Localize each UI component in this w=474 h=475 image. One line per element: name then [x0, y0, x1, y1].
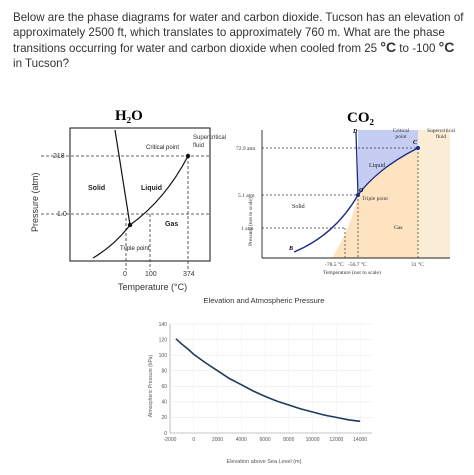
water-supercritical-label: Supercritical fluid — [193, 135, 227, 149]
chart-x-tick-label: 2000 — [212, 437, 223, 443]
co2-liquid-label: Liquid — [369, 163, 385, 169]
water-triple-point-label: Triple point — [120, 246, 150, 252]
co2-solid-liquid-line — [355, 131, 359, 196]
co2-triple-point-marker — [356, 193, 360, 197]
water-x-axis-label: Temperature (°C) — [118, 282, 187, 292]
co2-title: CO₂ — [347, 110, 375, 126]
co2-gas-label: Gas — [394, 225, 403, 231]
co2-point-c: C — [413, 140, 418, 146]
water-title: H₂O — [115, 108, 143, 124]
co2-critical-point-marker — [416, 146, 420, 150]
co2-point-d: D — [352, 129, 358, 135]
co2-point-b: B — [288, 246, 293, 252]
question-part3: in Tucson? — [13, 57, 70, 70]
co2-ytick-72: 72.9 atm — [236, 146, 256, 152]
co2-ytick-5: 5.1 atm — [238, 193, 255, 199]
water-xtick-0: 0 — [123, 271, 127, 278]
chart-y-tick-label: 60 — [161, 384, 167, 390]
chart-x-ticks: -2000 0 2000 4000 6000 8000 10000 12000 14000 — [164, 437, 368, 443]
water-xtick-374: 374 — [183, 271, 195, 278]
co2-point-o: O — [359, 188, 364, 194]
water-xtick-100: 100 — [145, 271, 157, 278]
water-liquid-label: Liquid — [141, 185, 162, 192]
question-part2: to -100 — [396, 42, 436, 55]
chart-x-tick-label: -2000 — [164, 437, 177, 443]
water-gas-label: Gas — [165, 221, 178, 228]
water-triple-point-marker — [127, 222, 133, 228]
co2-xtick-31: 31 °C — [411, 261, 424, 268]
chart-y-tick-label: 100 — [159, 353, 168, 359]
chart-x-tick-label: 14000 — [353, 437, 367, 443]
water-ytick-1: 1.0 — [57, 211, 67, 218]
chart-x-tick-label: 0 — [192, 437, 195, 443]
question-part1: Below are the phase diagrams for water a… — [13, 11, 464, 55]
chart-y-tick-label: 120 — [159, 337, 168, 343]
chart-title: Elevation and Atmospheric Pressure — [204, 296, 325, 305]
chart-y-tick-label: 0 — [164, 431, 167, 437]
water-critical-point-marker — [185, 153, 191, 159]
question-text: Below are the phase diagrams for water a… — [13, 10, 465, 71]
water-critical-point-label: Critical point — [146, 145, 179, 151]
chart-x-tick-label: 4000 — [236, 437, 247, 443]
co2-supercritical-label: Supercritical fluid — [426, 128, 456, 140]
chart-x-tick-label: 6000 — [259, 437, 270, 443]
co2-y-axis-label: Pressure (not to scale) — [247, 197, 254, 246]
co2-solid-label: Solid — [292, 204, 305, 210]
chart-y-tick-label: 140 — [159, 322, 168, 328]
co2-liquid-gas-line — [357, 147, 419, 196]
co2-solid-gas-line — [293, 194, 359, 253]
water-liquid-gas-line — [129, 155, 189, 226]
co2-x-axis-label: Temperature (not to scale) — [323, 269, 381, 276]
chart-y-tick-label: 80 — [161, 369, 167, 375]
co2-supercritical-region — [418, 130, 450, 258]
chart-y-axis-label: Atmospheric Pressure (kPa) — [148, 354, 154, 417]
water-ytick-218: 218 — [53, 153, 65, 160]
co2-ytick-1: 1 atm — [241, 226, 254, 232]
degree-unit-2: °C — [438, 39, 455, 55]
water-plot-frame — [69, 127, 211, 262]
chart-x-axis-label: Elevation above Sea Level (m) — [227, 459, 302, 465]
co2-critical-point-label: Critical point — [392, 128, 410, 140]
chart-y-tick-label: 40 — [161, 400, 167, 406]
co2-xtick-minus56: -56.7 °C — [348, 261, 367, 268]
co2-xtick-minus78: -78.5 °C — [325, 261, 344, 268]
chart-x-tick-label: 12000 — [329, 437, 343, 443]
chart-x-tick-label: 10000 — [306, 437, 320, 443]
chart-y-tick-label: 20 — [161, 415, 167, 421]
degree-unit-1: °C — [380, 39, 397, 55]
water-solid-label: Solid — [88, 185, 105, 192]
chart-x-tick-label: 8000 — [283, 437, 294, 443]
co2-triple-point-label: Triple point — [362, 196, 388, 202]
water-y-axis-label: Pressure (atm) — [30, 172, 40, 232]
chart-pressure-line — [175, 338, 361, 423]
chart-y-ticks: 0 20 40 60 80 100 120 140 — [159, 322, 168, 437]
chart-grid — [169, 323, 372, 434]
co2-gas-region — [332, 148, 418, 258]
water-solid-gas-line — [92, 224, 131, 259]
water-solid-liquid-line — [114, 129, 131, 226]
